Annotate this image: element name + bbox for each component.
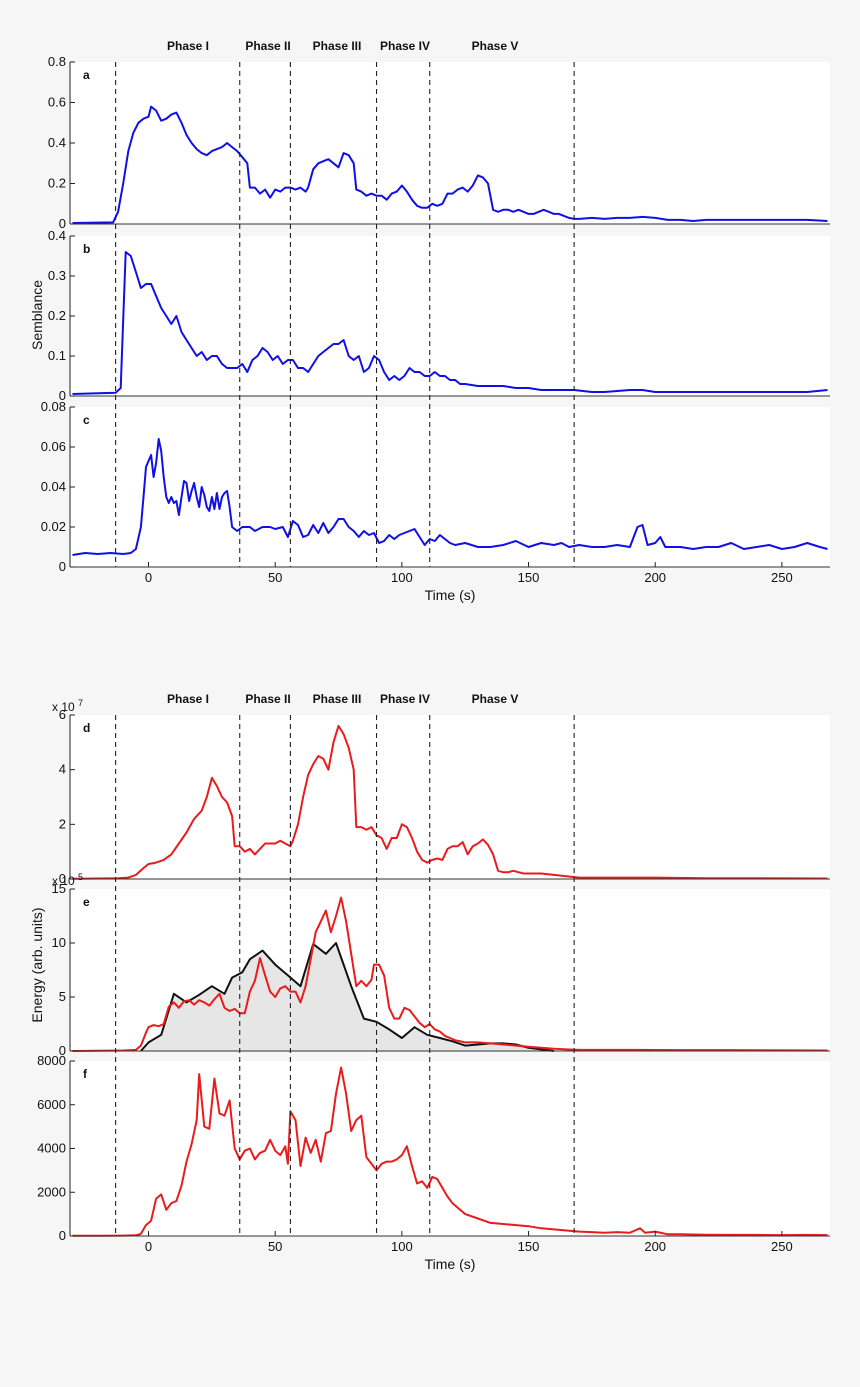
energy-e-red-line bbox=[72, 896, 828, 1052]
x-tick-label: 50 bbox=[268, 570, 282, 585]
y-tick-label: 4 bbox=[59, 762, 66, 777]
phase-label: Phase III bbox=[313, 692, 362, 706]
x-tick-label: 0 bbox=[145, 570, 152, 585]
x-tick-label: 50 bbox=[268, 1239, 282, 1254]
phase-label: Phase II bbox=[245, 39, 290, 53]
semblance-b-line bbox=[72, 251, 828, 395]
phase-label: Phase IV bbox=[380, 692, 430, 706]
phase-label: Phase IV bbox=[380, 39, 430, 53]
y-tick-label: 0.6 bbox=[48, 95, 66, 110]
x-tick-label: 150 bbox=[518, 570, 540, 585]
y-tick-label: 0 bbox=[59, 559, 66, 574]
y-tick-label: 15 bbox=[52, 881, 66, 896]
y-tick-label: 2 bbox=[59, 816, 66, 831]
chart-panel-a: 0 0.2 0.4 0.6 0.8 a bbox=[48, 54, 830, 231]
y-tick-label: 0.3 bbox=[48, 268, 66, 283]
energy-f-line bbox=[72, 1066, 828, 1237]
y-tick-label: 0 bbox=[59, 216, 66, 231]
phase-label: Phase I bbox=[167, 692, 209, 706]
y-tick-label: 6000 bbox=[37, 1097, 66, 1112]
y-tick-label: 0.02 bbox=[41, 519, 66, 534]
panel-c-background bbox=[70, 407, 830, 567]
x-tick-label: 150 bbox=[518, 1239, 540, 1254]
energy-e-black-line bbox=[140, 942, 555, 1052]
y-tick-label: 0 bbox=[59, 388, 66, 403]
phase-label: Phase V bbox=[472, 692, 519, 706]
chart-panel-b: 0 0.1 0.2 0.3 0.4 b Semblance bbox=[29, 228, 830, 403]
y-tick-label: 0 bbox=[59, 1228, 66, 1243]
y-tick-label: 0 bbox=[59, 1043, 66, 1058]
panel-label-e: e bbox=[83, 895, 90, 909]
y-tick-label: 0.1 bbox=[48, 348, 66, 363]
y-axis-label: Energy (arb. units) bbox=[29, 907, 45, 1022]
panel-d-background bbox=[70, 715, 830, 879]
y-tick-label: 4000 bbox=[37, 1141, 66, 1156]
x-axis-label: Time (s) bbox=[425, 587, 476, 603]
y-tick-label: 8000 bbox=[37, 1053, 66, 1068]
y-tick-label: 0.04 bbox=[41, 479, 66, 494]
y-tick-label: 2000 bbox=[37, 1184, 66, 1199]
x-tick-label: 100 bbox=[391, 1239, 413, 1254]
phase-label: Phase II bbox=[245, 692, 290, 706]
panel-label-a: a bbox=[83, 68, 90, 82]
panel-f-background bbox=[70, 1061, 830, 1236]
y-tick-label: 0.8 bbox=[48, 54, 66, 69]
panel-label-b: b bbox=[83, 242, 90, 256]
y-tick-label: 0.06 bbox=[41, 439, 66, 454]
panel-label-c: c bbox=[83, 413, 90, 427]
y-tick-label: 5 bbox=[59, 989, 66, 1004]
x-tick-label: 0 bbox=[145, 1239, 152, 1254]
phase-label: Phase V bbox=[472, 39, 519, 53]
energy-d-line bbox=[72, 724, 828, 880]
phase-markers-top: Phase I Phase II Phase III Phase IV Phase V bbox=[115, 39, 575, 567]
y-tick-label: 0.4 bbox=[48, 228, 66, 243]
x-axis-label: Time (s) bbox=[425, 1256, 476, 1272]
y-tick-label: 6 bbox=[59, 707, 66, 722]
axis-multiplier-e: x 10 5 bbox=[52, 872, 83, 888]
x-tick-label: 250 bbox=[771, 570, 793, 585]
panel-a-background bbox=[70, 62, 830, 224]
y-tick-label: 0.2 bbox=[48, 308, 66, 323]
chart-panel-f: 0 2000 4000 6000 8000 f 0 50 100 150 200 250 Time (s… bbox=[37, 1053, 830, 1272]
panel-b-background bbox=[70, 236, 830, 396]
y-tick-label: 0.4 bbox=[48, 135, 66, 150]
panel-label-d: d bbox=[83, 721, 90, 735]
y-tick-label: 0.08 bbox=[41, 399, 66, 414]
y-tick-label: 10 bbox=[52, 935, 66, 950]
chart-panel-d: 0 2 4 6 dx 10 7 bbox=[52, 698, 830, 886]
axis-multiplier-d: x 10 7 bbox=[52, 698, 83, 714]
semblance-a-line bbox=[72, 105, 828, 224]
chart-panel-e: 0 5 10 15 ex 10 5 Energy (arb. units) bbox=[29, 872, 830, 1058]
semblance-c-line bbox=[72, 438, 828, 556]
chart-panel-c: 0 0.02 0.04 0.06 0.08 c 0 50 100 150 200 250 Time (s… bbox=[41, 399, 830, 603]
phase-markers-bottom: Phase I Phase II Phase III Phase IV Phase V bbox=[115, 692, 575, 1236]
phase-label: Phase I bbox=[167, 39, 209, 53]
panel-label-f: f bbox=[83, 1067, 88, 1081]
x-tick-label: 250 bbox=[771, 1239, 793, 1254]
y-tick-label: 0 bbox=[59, 871, 66, 886]
y-tick-label: 0.2 bbox=[48, 176, 66, 191]
x-tick-label: 100 bbox=[391, 570, 413, 585]
phase-label: Phase III bbox=[313, 39, 362, 53]
x-tick-label: 200 bbox=[644, 1239, 666, 1254]
x-tick-label: 200 bbox=[644, 570, 666, 585]
y-axis-label: Semblance bbox=[29, 280, 45, 350]
